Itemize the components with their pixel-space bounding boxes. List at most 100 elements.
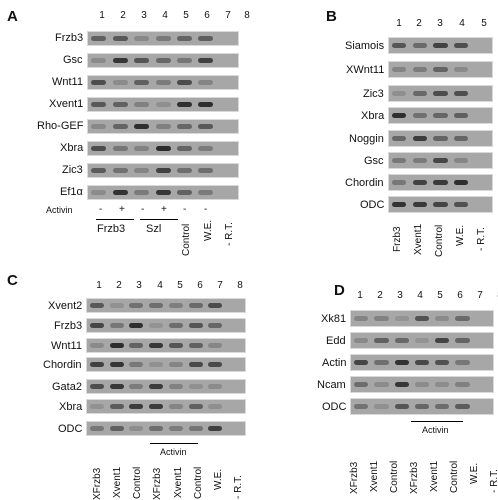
gel-band bbox=[188, 323, 203, 328]
gel-band bbox=[109, 343, 124, 348]
gel-band bbox=[412, 136, 428, 141]
gel-band bbox=[414, 404, 430, 409]
gel-row-label: ODC bbox=[322, 401, 347, 413]
gel-band bbox=[208, 303, 223, 308]
lane-number: 8 bbox=[493, 290, 498, 301]
gel-band bbox=[374, 404, 389, 409]
gel-band bbox=[198, 168, 214, 173]
gel-band bbox=[455, 382, 470, 387]
lane-number: 7 bbox=[225, 10, 231, 21]
gel-row-label: Ef1α bbox=[60, 186, 83, 198]
vertical-lane-label: - R.T. bbox=[233, 475, 244, 499]
vertical-lane-label: Control bbox=[434, 224, 445, 257]
gel-band bbox=[89, 303, 104, 308]
gel-band bbox=[89, 362, 104, 367]
gel-band bbox=[374, 338, 389, 343]
gel-band bbox=[188, 362, 203, 367]
gel-band bbox=[155, 36, 171, 41]
gel-band bbox=[412, 91, 428, 96]
gel-band bbox=[149, 404, 164, 409]
gel-band bbox=[412, 113, 428, 118]
lane-number: 1 bbox=[99, 10, 105, 21]
gel-band bbox=[412, 67, 428, 72]
vertical-lane-label: Xvent1 bbox=[369, 460, 380, 492]
vertical-lane-label: Frzb3 bbox=[392, 226, 403, 252]
gel-band bbox=[149, 323, 164, 328]
gel-row-label: Ncam bbox=[317, 379, 346, 391]
vertical-lane-label: XFrzb3 bbox=[409, 461, 420, 494]
gel-band bbox=[109, 426, 124, 431]
gel-band bbox=[112, 80, 128, 85]
gel-strip-zic3 bbox=[388, 85, 493, 102]
gel-row-label: Gsc bbox=[63, 54, 83, 66]
gel-band bbox=[109, 384, 124, 389]
gel-band bbox=[392, 91, 407, 96]
vertical-lane-label: Control bbox=[181, 223, 192, 256]
gel-band bbox=[188, 404, 203, 409]
gel-strip-xbra bbox=[86, 399, 246, 414]
gel-strip-noggin bbox=[388, 130, 493, 147]
gel-band bbox=[435, 316, 450, 321]
gel-band bbox=[134, 168, 150, 173]
gel-band bbox=[208, 343, 223, 348]
gel-row-label: Xbra bbox=[59, 401, 83, 413]
gel-strip-gata2 bbox=[86, 379, 246, 394]
vertical-lane-label: W.E. bbox=[469, 462, 480, 484]
gel-band bbox=[129, 404, 144, 409]
gel-band bbox=[414, 316, 430, 321]
activin-sign: - bbox=[141, 204, 145, 215]
gel-row-label: Frzb3 bbox=[54, 320, 83, 332]
lane-number: 3 bbox=[437, 18, 443, 29]
gel-band bbox=[354, 404, 369, 409]
gel-band bbox=[455, 338, 470, 343]
gel-row-label: Zic3 bbox=[62, 164, 83, 176]
gel-band bbox=[188, 426, 203, 431]
gel-strip-zic3 bbox=[87, 163, 239, 178]
gel-band bbox=[112, 36, 128, 41]
gel-band bbox=[176, 190, 192, 195]
gel-band bbox=[433, 202, 448, 207]
gel-band bbox=[412, 158, 428, 163]
lane-number: 7 bbox=[477, 290, 483, 301]
vertical-lane-label: XFrzb3 bbox=[349, 461, 360, 494]
gel-band bbox=[433, 43, 448, 48]
gel-band bbox=[414, 382, 430, 387]
gel-band bbox=[155, 102, 171, 107]
gel-band bbox=[412, 43, 428, 48]
lane-number: 1 bbox=[396, 18, 402, 29]
gel-band bbox=[433, 136, 448, 141]
gel-band bbox=[208, 362, 223, 367]
gel-band bbox=[453, 180, 469, 185]
gel-row-label: Zic3 bbox=[363, 88, 384, 100]
gel-band bbox=[134, 146, 150, 151]
gel-band bbox=[433, 67, 448, 72]
gel-band bbox=[112, 168, 128, 173]
gel-row-label: Xbra bbox=[361, 110, 385, 122]
gel-band bbox=[453, 43, 469, 48]
lane-number: 3 bbox=[136, 280, 142, 291]
gel-row-label: Siamois bbox=[345, 40, 385, 52]
gel-row-label: Chordin bbox=[345, 177, 384, 189]
gel-band bbox=[208, 404, 223, 409]
lane-number: 3 bbox=[397, 290, 403, 301]
gel-band bbox=[374, 382, 389, 387]
gel-band bbox=[176, 102, 192, 107]
lane-number: 7 bbox=[217, 280, 223, 291]
gel-band bbox=[414, 360, 430, 365]
gel-row-label: Gsc bbox=[364, 155, 384, 167]
gel-band bbox=[155, 190, 171, 195]
gel-band bbox=[89, 404, 104, 409]
vertical-lane-label: Control bbox=[389, 460, 400, 493]
gel-band bbox=[392, 180, 407, 185]
gel-band bbox=[134, 190, 150, 195]
lane-number: 1 bbox=[96, 280, 102, 291]
gel-band bbox=[435, 404, 450, 409]
gel-band bbox=[176, 168, 192, 173]
gel-band bbox=[155, 146, 171, 151]
gel-band bbox=[134, 102, 150, 107]
gel-band bbox=[89, 343, 104, 348]
lane-number: 8 bbox=[237, 280, 243, 291]
gel-strip-frzb3 bbox=[86, 318, 246, 333]
gel-band bbox=[392, 158, 407, 163]
gel-band bbox=[155, 124, 171, 129]
